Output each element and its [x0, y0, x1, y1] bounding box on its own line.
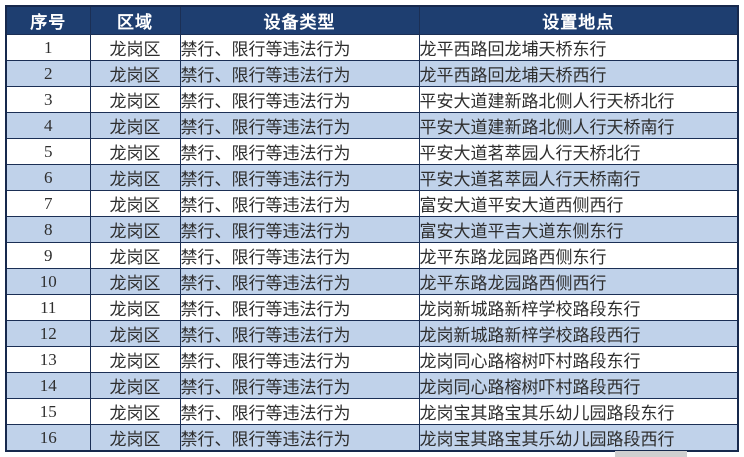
cell-location: 平安大道建新路北侧人行天桥北行	[418, 86, 739, 113]
table-row: 8 龙岗区 禁行、限行等违法行为 富安大道平吉大道东侧东行	[5, 216, 739, 243]
column-header-seq: 序号	[5, 5, 91, 35]
cell-location: 龙平东路龙园路西侧东行	[418, 242, 739, 269]
cell-seq: 10	[5, 268, 91, 295]
cell-district: 龙岗区	[89, 346, 181, 373]
cell-seq: 12	[5, 320, 91, 347]
cell-seq: 15	[5, 398, 91, 425]
cell-device-type: 禁行、限行等违法行为	[179, 398, 420, 425]
column-header-location: 设置地点	[418, 5, 739, 35]
cell-seq: 9	[5, 242, 91, 269]
cell-location: 龙岗同心路榕树吓村路段西行	[418, 372, 739, 399]
cell-location: 龙岗宝其路宝其乐幼儿园路段东行	[418, 398, 739, 425]
cell-device-type: 禁行、限行等违法行为	[179, 60, 420, 87]
table-row: 3 龙岗区 禁行、限行等违法行为 平安大道建新路北侧人行天桥北行	[5, 86, 739, 113]
cell-district: 龙岗区	[89, 138, 181, 165]
cell-district: 龙岗区	[89, 372, 181, 399]
cell-device-type: 禁行、限行等违法行为	[179, 86, 420, 113]
cell-district: 龙岗区	[89, 294, 181, 321]
table-row: 12 龙岗区 禁行、限行等违法行为 龙岗新城路新梓学校路段西行	[5, 320, 739, 347]
cell-device-type: 禁行、限行等违法行为	[179, 320, 420, 347]
cell-location: 龙平东路龙园路西侧西行	[418, 268, 739, 295]
table-row: 7 龙岗区 禁行、限行等违法行为 富安大道平安大道西侧西行	[5, 190, 739, 217]
cell-seq: 13	[5, 346, 91, 373]
table-row: 15 龙岗区 禁行、限行等违法行为 龙岗宝其路宝其乐幼儿园路段东行	[5, 398, 739, 425]
cell-district: 龙岗区	[89, 190, 181, 217]
cell-seq: 3	[5, 86, 91, 113]
cell-seq: 1	[5, 34, 91, 61]
cell-seq: 7	[5, 190, 91, 217]
table-row: 14 龙岗区 禁行、限行等违法行为 龙岗同心路榕树吓村路段西行	[5, 372, 739, 399]
column-header-district: 区域	[89, 5, 181, 35]
table-row: 5 龙岗区 禁行、限行等违法行为 平安大道茗萃园人行天桥北行	[5, 138, 739, 165]
cell-seq: 8	[5, 216, 91, 243]
cell-device-type: 禁行、限行等违法行为	[179, 164, 420, 191]
cell-device-type: 禁行、限行等违法行为	[179, 294, 420, 321]
cell-seq: 4	[5, 112, 91, 139]
table-row: 9 龙岗区 禁行、限行等违法行为 龙平东路龙园路西侧东行	[5, 242, 739, 269]
cell-location: 平安大道茗萃园人行天桥北行	[418, 138, 739, 165]
cell-device-type: 禁行、限行等违法行为	[179, 112, 420, 139]
table-row: 16 龙岗区 禁行、限行等违法行为 龙岗宝其路宝其乐幼儿园路段西行	[5, 424, 739, 452]
cell-location: 平安大道建新路北侧人行天桥南行	[418, 112, 739, 139]
cell-location: 龙平西路回龙埔天桥西行	[418, 60, 739, 87]
cell-seq: 11	[5, 294, 91, 321]
cell-seq: 16	[5, 424, 91, 452]
cell-device-type: 禁行、限行等违法行为	[179, 372, 420, 399]
cell-device-type: 禁行、限行等违法行为	[179, 190, 420, 217]
cell-district: 龙岗区	[89, 164, 181, 191]
table-row: 11 龙岗区 禁行、限行等违法行为 龙岗新城路新梓学校路段东行	[5, 294, 739, 321]
cell-district: 龙岗区	[89, 268, 181, 295]
cell-device-type: 禁行、限行等违法行为	[179, 268, 420, 295]
cell-device-type: 禁行、限行等违法行为	[179, 34, 420, 61]
cell-seq: 14	[5, 372, 91, 399]
table-row: 4 龙岗区 禁行、限行等违法行为 平安大道建新路北侧人行天桥南行	[5, 112, 739, 139]
table-row: 2 龙岗区 禁行、限行等违法行为 龙平西路回龙埔天桥西行	[5, 60, 739, 87]
cell-seq: 2	[5, 60, 91, 87]
cell-district: 龙岗区	[89, 112, 181, 139]
cell-district: 龙岗区	[89, 320, 181, 347]
horizontal-scrollbar-thumb[interactable]	[615, 451, 687, 457]
cell-device-type: 禁行、限行等违法行为	[179, 216, 420, 243]
cell-location: 平安大道茗萃园人行天桥南行	[418, 164, 739, 191]
cell-seq: 6	[5, 164, 91, 191]
cell-location: 龙岗新城路新梓学校路段西行	[418, 320, 739, 347]
table-row: 10 龙岗区 禁行、限行等违法行为 龙平东路龙园路西侧西行	[5, 268, 739, 295]
cell-device-type: 禁行、限行等违法行为	[179, 138, 420, 165]
cell-device-type: 禁行、限行等违法行为	[179, 346, 420, 373]
column-header-device-type: 设备类型	[179, 5, 420, 35]
cell-location: 龙岗宝其路宝其乐幼儿园路段西行	[418, 424, 739, 452]
cell-location: 富安大道平吉大道东侧东行	[418, 216, 739, 243]
cell-location: 龙岗新城路新梓学校路段东行	[418, 294, 739, 321]
header-row: 序号 区域 设备类型 设置地点	[5, 5, 739, 35]
cell-district: 龙岗区	[89, 34, 181, 61]
cell-district: 龙岗区	[89, 60, 181, 87]
cell-district: 龙岗区	[89, 242, 181, 269]
camera-locations-table-container: 序号 区域 设备类型 设置地点 1 龙岗区 禁行、限行等违法行为 龙平西路回龙埔…	[5, 5, 739, 452]
cell-seq: 5	[5, 138, 91, 165]
cell-location: 龙岗同心路榕树吓村路段东行	[418, 346, 739, 373]
cell-location: 龙平西路回龙埔天桥东行	[418, 34, 739, 61]
cell-location: 富安大道平安大道西侧西行	[418, 190, 739, 217]
cell-district: 龙岗区	[89, 398, 181, 425]
cell-district: 龙岗区	[89, 86, 181, 113]
cell-device-type: 禁行、限行等违法行为	[179, 242, 420, 269]
table-row: 6 龙岗区 禁行、限行等违法行为 平安大道茗萃园人行天桥南行	[5, 164, 739, 191]
cell-district: 龙岗区	[89, 424, 181, 452]
cell-device-type: 禁行、限行等违法行为	[179, 424, 420, 452]
cell-district: 龙岗区	[89, 216, 181, 243]
camera-locations-table: 序号 区域 设备类型 设置地点 1 龙岗区 禁行、限行等违法行为 龙平西路回龙埔…	[5, 5, 739, 452]
table-row: 1 龙岗区 禁行、限行等违法行为 龙平西路回龙埔天桥东行	[5, 34, 739, 61]
table-row: 13 龙岗区 禁行、限行等违法行为 龙岗同心路榕树吓村路段东行	[5, 346, 739, 373]
